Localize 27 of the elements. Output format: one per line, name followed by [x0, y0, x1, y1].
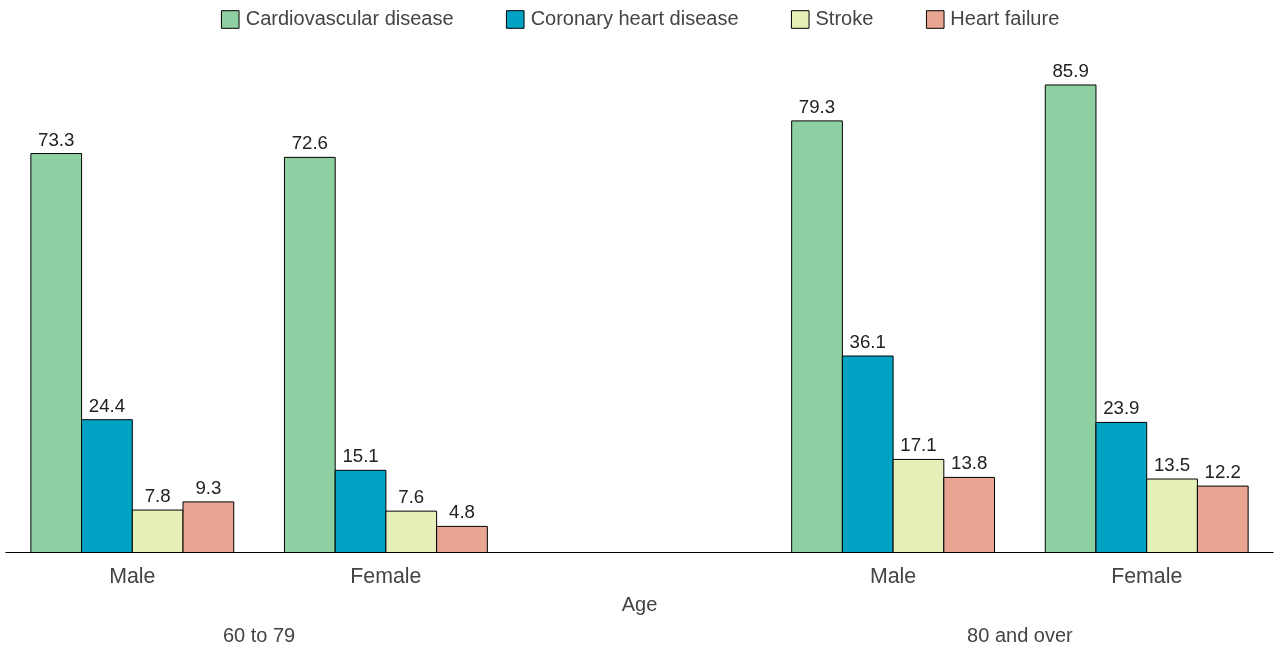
- data-label: 36.1: [849, 331, 886, 353]
- data-label: 13.8: [951, 452, 988, 474]
- x-axis-title: Age: [621, 592, 658, 615]
- x-tick-label: Male: [109, 563, 156, 588]
- data-label: 85.9: [1052, 59, 1089, 81]
- legend-label: Cardiovascular disease: [245, 7, 454, 30]
- x-tick-label: Female: [350, 563, 422, 588]
- data-label: 72.6: [291, 132, 328, 154]
- legend-label: Coronary heart disease: [530, 7, 739, 30]
- data-label: 9.3: [195, 476, 222, 498]
- data-label: 24.4: [88, 394, 126, 416]
- data-label: 13.5: [1153, 454, 1191, 476]
- legend-label: Stroke: [815, 7, 874, 30]
- data-label: 12.2: [1204, 461, 1241, 483]
- data-label: 15.1: [342, 445, 379, 467]
- data-label: 4.8: [449, 501, 475, 523]
- data-label: 7.6: [398, 486, 425, 508]
- x-tick-label: Male: [869, 563, 917, 588]
- data-label: 7.8: [144, 485, 171, 507]
- data-label: 73.3: [38, 128, 75, 150]
- data-label: 79.3: [798, 95, 836, 117]
- text: 60 to 79: [222, 623, 296, 646]
- data-label: 17.1: [900, 434, 937, 456]
- data-label: 23.9: [1103, 397, 1140, 419]
- text: 80 and over: [967, 623, 1074, 646]
- legend-label: Heart failure: [950, 7, 1060, 30]
- x-tick-label: Female: [1111, 563, 1183, 588]
